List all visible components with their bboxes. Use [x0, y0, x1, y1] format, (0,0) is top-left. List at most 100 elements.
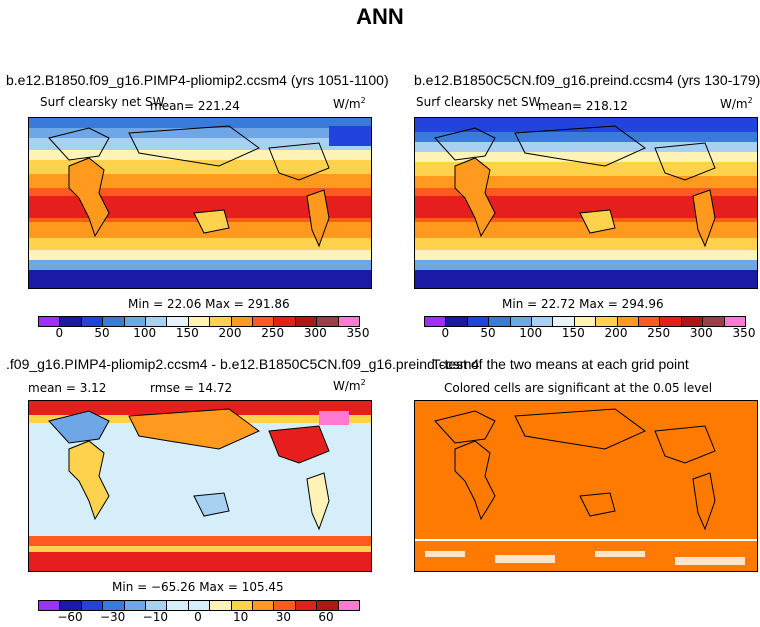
panel2-map-svg	[415, 118, 757, 288]
panel2-mean: mean= 218.12	[538, 99, 628, 113]
panel1-map-svg	[29, 118, 371, 288]
colorbar-swatch	[103, 317, 125, 326]
colorbar-tick-label: 200	[604, 326, 628, 340]
panel1-mean: mean= 221.24	[150, 99, 240, 113]
colorbar-swatch	[596, 317, 618, 326]
colorbar-swatch	[39, 601, 61, 610]
panel3-colorbar-ticks: −60 −30 −10 0 10 30 60	[38, 610, 358, 626]
colorbar-tick-label: 250	[261, 326, 285, 340]
colorbar-tick-label: 50	[94, 326, 110, 340]
colorbar-swatch	[274, 601, 296, 610]
colorbar-swatch	[60, 601, 82, 610]
panel2-minmax: Min = 22.72 Max = 294.96	[502, 297, 664, 311]
panel1-title: b.e12.B1850.f09_g16.PIMP4-pliomip2.ccsm4…	[6, 72, 389, 88]
panel1-units: W/m2	[333, 96, 366, 111]
colorbar-swatch	[510, 317, 533, 326]
panel3-units: W/m2	[333, 378, 366, 393]
colorbar-tick-label: 0	[194, 610, 202, 624]
colorbar-tick-label: 150	[561, 326, 585, 340]
panel1-colorbar-ticks: 0 50 100 150 200 250 300 350	[38, 326, 370, 342]
colorbar-tick-label: 350	[732, 326, 756, 340]
panel1-variable: Surf clearsky net SW	[40, 95, 165, 109]
colorbar-tick-label: −10	[142, 610, 168, 624]
colorbar-swatch	[532, 317, 554, 326]
colorbar-swatch	[124, 601, 147, 610]
colorbar-swatch	[617, 317, 640, 326]
colorbar-tick-label: 10	[233, 610, 249, 624]
colorbar-tick-label: −60	[57, 610, 83, 624]
colorbar-swatch	[446, 317, 468, 326]
panel3-colorbar	[38, 600, 360, 611]
panel1-colorbar	[38, 316, 360, 327]
colorbar-tick-label: 300	[303, 326, 327, 340]
colorbar-swatch	[210, 317, 232, 326]
colorbar-swatch	[188, 601, 211, 610]
panel3-map-svg	[29, 401, 371, 571]
colorbar-swatch	[231, 601, 254, 610]
colorbar-swatch	[39, 317, 61, 326]
colorbar-swatch	[660, 317, 682, 326]
colorbar-swatch	[188, 317, 211, 326]
colorbar-swatch	[253, 317, 275, 326]
panel2-colorbar	[424, 316, 746, 327]
colorbar-tick-label: 350	[346, 326, 370, 340]
colorbar-swatch	[553, 317, 575, 326]
colorbar-swatch	[317, 601, 339, 610]
figure-title: ANN	[356, 4, 404, 29]
panel1-minmax: Min = 22.06 Max = 291.86	[128, 297, 290, 311]
colorbar-swatch	[295, 317, 318, 326]
colorbar-swatch	[724, 317, 746, 326]
colorbar-swatch	[103, 601, 125, 610]
panel3-mean: mean = 3.12	[28, 381, 107, 395]
colorbar-swatch	[81, 317, 104, 326]
colorbar-swatch	[146, 317, 168, 326]
panel4-map-svg	[415, 401, 757, 571]
colorbar-swatch	[425, 317, 447, 326]
colorbar-swatch	[124, 317, 147, 326]
panel3-title: .f09_g16.PIMP4-pliomip2.ccsm4 - b.e12.B1…	[6, 356, 480, 372]
colorbar-swatch	[210, 601, 232, 610]
panel3-minmax: Min = −65.26 Max = 105.45	[112, 580, 284, 594]
colorbar-swatch	[639, 317, 661, 326]
panel2-colorbar-ticks: 0 50 100 150 200 250 300 350	[424, 326, 756, 342]
colorbar-swatch	[574, 317, 597, 326]
colorbar-swatch	[167, 317, 189, 326]
colorbar-swatch	[295, 601, 318, 610]
colorbar-swatch	[274, 317, 296, 326]
colorbar-swatch	[338, 317, 360, 326]
colorbar-tick-label: 50	[480, 326, 496, 340]
colorbar-tick-label: 0	[441, 326, 450, 340]
panel2-map	[414, 117, 758, 289]
panel3-map	[28, 400, 372, 572]
colorbar-swatch	[317, 317, 339, 326]
colorbar-swatch	[253, 601, 275, 610]
colorbar-swatch	[489, 317, 511, 326]
panel2-variable: Surf clearsky net SW	[416, 95, 541, 109]
colorbar-tick-label: −30	[99, 610, 126, 624]
colorbar-swatch	[81, 601, 104, 610]
colorbar-tick-label: 250	[647, 326, 671, 340]
colorbar-swatch	[703, 317, 725, 326]
colorbar-tick-label: 200	[218, 326, 242, 340]
panel2-units: W/m2	[720, 96, 753, 111]
panel1-map	[28, 117, 372, 289]
panel3-rmse: rmse = 14.72	[150, 381, 233, 395]
panel4-map	[414, 400, 758, 572]
colorbar-tick-label: 150	[175, 326, 199, 340]
colorbar-swatch	[467, 317, 490, 326]
colorbar-swatch	[681, 317, 704, 326]
colorbar-swatch	[146, 601, 168, 610]
colorbar-swatch	[167, 601, 189, 610]
panel2-title: b.e12.B1850C5CN.f09_g16.preind.ccsm4 (yr…	[414, 72, 760, 88]
colorbar-tick-label: 60	[318, 610, 334, 624]
panel4-subtitle: Colored cells are significant at the 0.0…	[444, 381, 713, 395]
colorbar-swatch	[338, 601, 360, 610]
colorbar-swatch	[231, 317, 254, 326]
colorbar-tick-label: 30	[275, 610, 291, 624]
colorbar-tick-label: 100	[519, 326, 543, 340]
panel4-title: T-test of the two means at each grid poi…	[432, 356, 689, 372]
colorbar-tick-label: 100	[133, 326, 157, 340]
colorbar-tick-label: 300	[689, 326, 713, 340]
colorbar-swatch	[60, 317, 82, 326]
colorbar-tick-label: 0	[55, 326, 64, 340]
